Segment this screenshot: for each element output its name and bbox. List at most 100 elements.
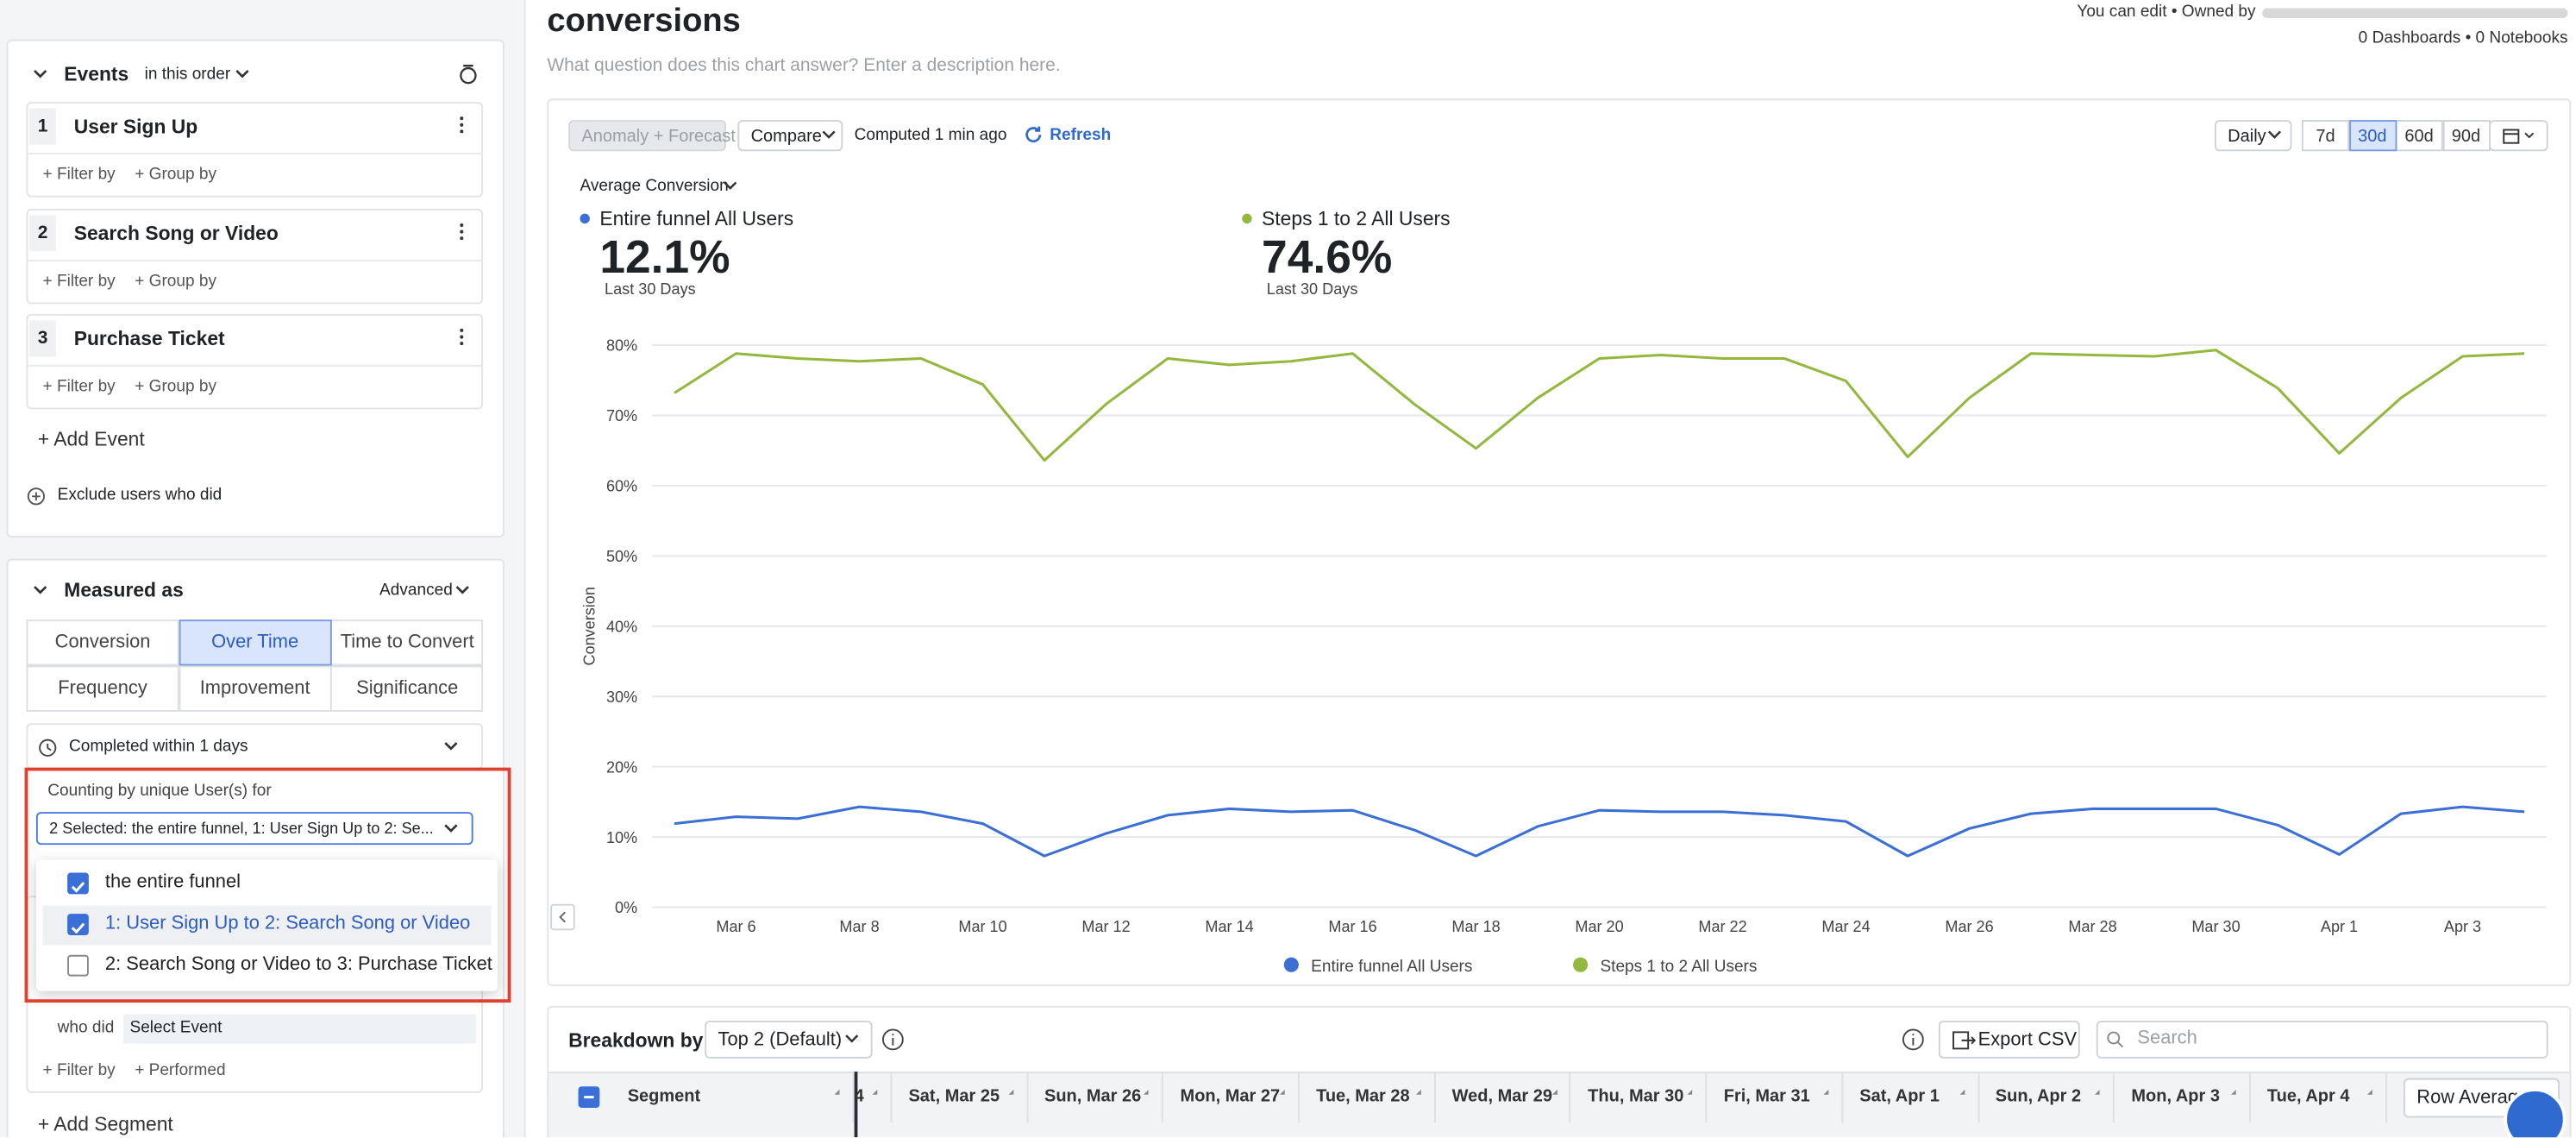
advanced[interactable]: Advanced: [379, 582, 453, 600]
event-number: 3: [29, 320, 55, 356]
checkbox[interactable]: [67, 914, 89, 935]
x-tick-label: Apr 3: [2444, 918, 2481, 935]
sort-icon: [1008, 1090, 1018, 1104]
legend-dot: [1573, 958, 1588, 972]
x-tick-label: Mar 22: [1698, 918, 1746, 935]
legend-dot: [1242, 214, 1251, 223]
event-name[interactable]: User Sign Up: [74, 115, 198, 138]
column-header[interactable]: Segment: [611, 1072, 855, 1122]
y-tick-label: 0%: [615, 899, 637, 916]
event-menu[interactable]: [460, 327, 463, 345]
summary-value: 74.6%: [1262, 232, 1392, 285]
label: Top 2 (Default): [718, 1029, 842, 1049]
range-button[interactable]: 90d: [2442, 120, 2490, 151]
range-button[interactable]: 30d: [2348, 120, 2396, 151]
performed[interactable]: + Performed: [135, 1062, 225, 1080]
event-name[interactable]: Purchase Ticket: [74, 327, 225, 350]
series-line: [674, 807, 2524, 856]
event-menu[interactable]: [460, 115, 463, 133]
counts: 0 Dashboards • 0 Notebooks: [2359, 29, 2568, 47]
option-label[interactable]: the entire funnel: [105, 873, 241, 893]
export-icon: [1952, 1029, 1977, 1049]
info-icon[interactable]: [1901, 1028, 1926, 1053]
select-event-text: Select Event: [129, 1019, 222, 1037]
filter-by[interactable]: + Filter by: [43, 166, 116, 184]
mode-tab[interactable]: Frequency: [26, 666, 179, 712]
search-input[interactable]: Search: [2097, 1021, 2548, 1059]
order-select[interactable]: in this order: [145, 66, 231, 84]
x-tick-label: Mar 18: [1451, 918, 1500, 935]
measured-as: Measured as: [64, 579, 183, 602]
chart-name[interactable]: conversions: [547, 3, 740, 41]
chevron: [443, 741, 458, 752]
y-tick-label: 50%: [606, 548, 637, 565]
sort-icon: [2231, 1090, 2241, 1104]
x-tick-label: Mar 30: [2191, 918, 2240, 935]
checkbox[interactable]: [67, 873, 89, 895]
sort-icon: [2095, 1090, 2104, 1104]
divider: [26, 259, 483, 261]
label: Export CSV: [1978, 1029, 2077, 1049]
x-tick-label: Mar 6: [716, 918, 755, 935]
sort-icon: [1416, 1090, 1426, 1104]
filter-by[interactable]: + Filter by: [43, 378, 116, 396]
check: [69, 877, 87, 896]
range-button[interactable]: 7d: [2302, 120, 2349, 151]
summary-name: Steps 1 to 2 All Users: [1262, 207, 1451, 230]
summary-period: Last 30 Days: [605, 281, 696, 299]
sort-icon: [1959, 1090, 1969, 1104]
formula-icon[interactable]: [457, 62, 480, 85]
scroll-left[interactable]: [550, 904, 575, 930]
checkbox[interactable]: [67, 955, 89, 977]
legend-dot: [1284, 958, 1299, 972]
clock-icon: [38, 738, 58, 758]
sort-icon: [835, 1090, 844, 1104]
event-menu[interactable]: [460, 221, 463, 239]
y-tick-label: 80%: [606, 337, 637, 355]
x-tick-label: Mar 10: [958, 918, 1006, 935]
select-all[interactable]: [579, 1086, 600, 1108]
summary-value: 12.1%: [599, 232, 730, 285]
x-tick-label: Mar 8: [839, 918, 879, 935]
select-event[interactable]: Select Event: [123, 1014, 477, 1043]
y-tick-label: 20%: [606, 758, 637, 776]
chevron: [455, 585, 470, 596]
group-by[interactable]: + Group by: [135, 166, 216, 184]
legend-label: Steps 1 to 2 All Users: [1600, 958, 1757, 976]
search-icon: [2106, 1030, 2124, 1048]
description[interactable]: What question does this chart answer? En…: [547, 56, 1060, 76]
collapse-icon[interactable]: [33, 69, 47, 80]
sort-icon: [1280, 1090, 1289, 1104]
collapse-icon[interactable]: [33, 585, 47, 596]
mode-tab[interactable]: Conversion: [26, 619, 179, 665]
check: [69, 919, 87, 937]
group-by[interactable]: + Group by: [135, 378, 216, 396]
y-tick-label: 10%: [606, 829, 637, 846]
mode-tab[interactable]: Improvement: [179, 666, 331, 712]
event-name[interactable]: Search Song or Video: [74, 221, 279, 244]
filter-by[interactable]: + Filter by: [43, 272, 116, 290]
export-button[interactable]: Export CSV: [1939, 1021, 2080, 1059]
option-label[interactable]: 1: User Sign Up to 2: Search Song or Vid…: [105, 914, 470, 934]
filter-by[interactable]: + Filter by: [43, 1062, 116, 1080]
add-event[interactable]: + Add Event: [38, 427, 145, 450]
who-did: who did: [58, 1019, 115, 1037]
owner-redacted: [2262, 9, 2567, 18]
add-segment[interactable]: + Add Segment: [38, 1113, 173, 1136]
chart: 0%10%20%30%40%50%60%70%80%Mar 6Mar 8Mar …: [547, 98, 2571, 986]
completed-within: Completed within 1 days: [69, 738, 248, 756]
minus: [579, 1086, 600, 1108]
summary-name: Entire funnel All Users: [599, 207, 793, 230]
chevron: [235, 69, 249, 80]
mode-tab[interactable]: Time to Convert: [331, 619, 484, 665]
exclude[interactable]: Exclude users who did: [58, 487, 223, 505]
group-by[interactable]: + Group by: [135, 272, 216, 290]
option-label[interactable]: 2: Search Song or Video to 3: Purchase T…: [105, 955, 492, 975]
mode-tab[interactable]: Significance: [331, 666, 484, 712]
x-tick-label: Mar 28: [2068, 918, 2116, 935]
info-icon[interactable]: [881, 1028, 906, 1053]
mode-tab[interactable]: Over Time: [179, 619, 331, 665]
range-button[interactable]: 60d: [2395, 120, 2442, 151]
